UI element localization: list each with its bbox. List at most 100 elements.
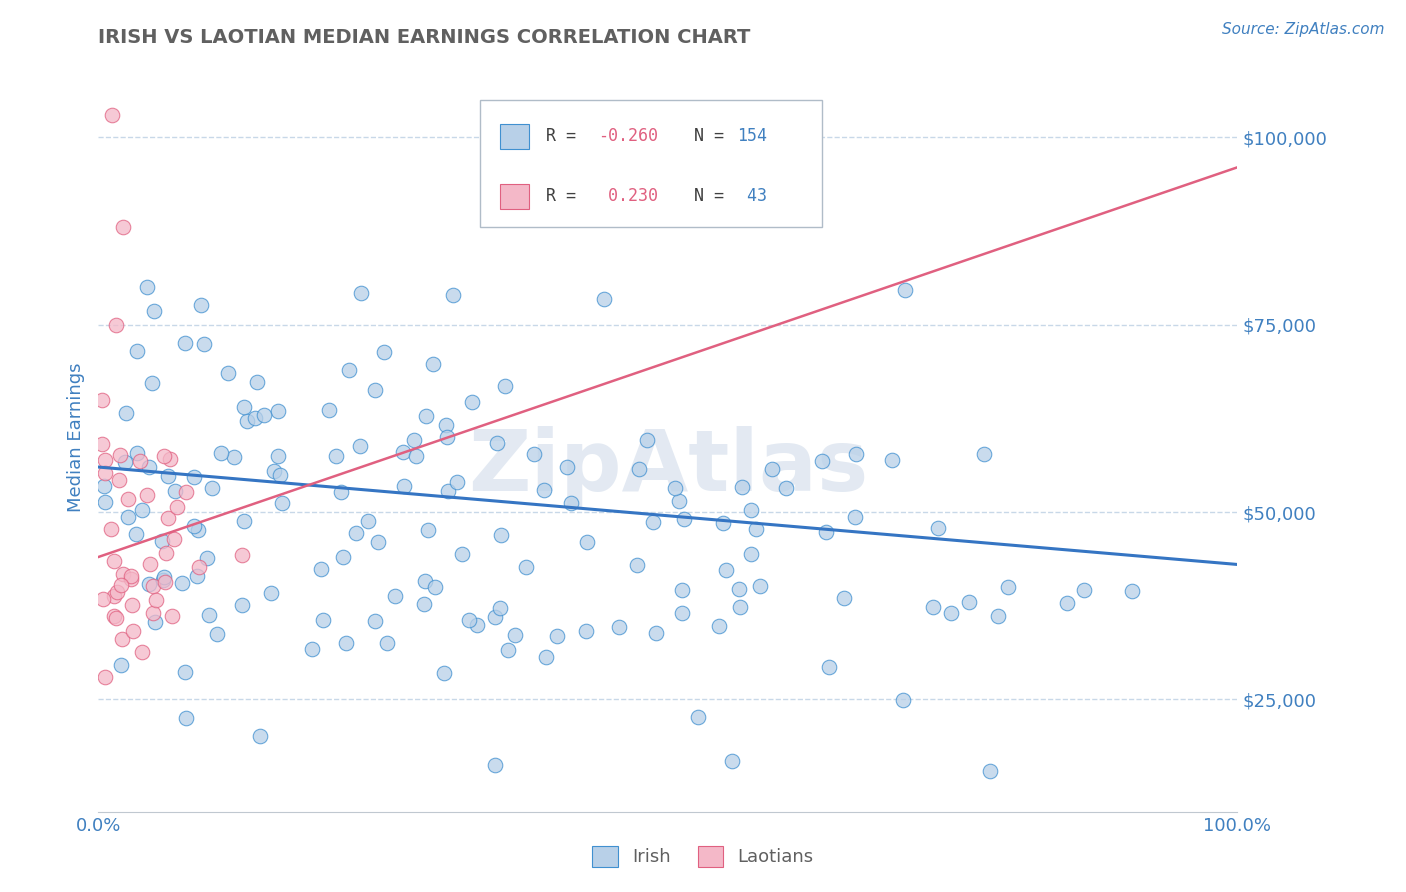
Text: 0.230: 0.230 [599,186,658,205]
Point [367,534,389,549]
Y-axis label: Median Earnings: Median Earnings [66,362,84,512]
Point [246,375,269,389]
Point [811,454,834,468]
Point [233,400,256,414]
Point [156,469,179,483]
Point [731,480,754,494]
Point [461,395,484,409]
Point [231,598,253,612]
Point [346,526,368,541]
Text: -0.260: -0.260 [599,127,658,145]
Point [997,581,1019,595]
Text: Source: ZipAtlas.com: Source: ZipAtlas.com [1222,22,1385,37]
Point [205,627,228,641]
Point [664,481,686,495]
Point [325,450,347,464]
Point [114,455,136,469]
Point [176,711,198,725]
Text: N =: N = [673,127,734,145]
Point [987,609,1010,624]
Point [714,563,737,577]
Text: 154: 154 [737,127,768,145]
Text: R =: R = [546,186,586,205]
Point [104,318,127,332]
Point [301,641,323,656]
Point [222,450,245,464]
Point [170,575,193,590]
Point [979,764,1001,779]
Point [94,453,117,467]
Text: 43: 43 [737,186,768,205]
Point [357,514,380,528]
Point [141,376,163,390]
Point [160,608,183,623]
Point [488,600,510,615]
Point [103,589,125,603]
Point [533,483,555,497]
Point [436,430,458,444]
Point [166,500,188,514]
Point [243,411,266,425]
Point [90,437,112,451]
Point [939,607,962,621]
Point [437,483,460,498]
Point [364,614,387,628]
Point [721,754,744,768]
Point [740,548,762,562]
Point [882,453,904,467]
Point [94,467,117,481]
Point [236,413,259,427]
Point [260,586,283,600]
Point [128,454,150,468]
Point [671,582,693,597]
Point [271,496,294,510]
Point [193,337,215,351]
Point [309,562,332,576]
Point [775,481,797,495]
Point [136,280,159,294]
Point [104,611,127,625]
Point [745,522,768,536]
Point [423,580,446,594]
Point [740,503,762,517]
Point [485,436,508,450]
Bar [501,185,529,209]
Point [186,524,208,538]
Point [668,494,690,508]
Point [135,488,157,502]
Point [156,511,179,525]
Point [373,344,395,359]
Point [125,526,148,541]
Point [761,461,783,475]
Point [120,568,142,582]
Point [187,559,209,574]
Point [163,483,186,498]
Point [183,470,205,484]
Point [153,449,176,463]
Point [1073,582,1095,597]
Legend: Irish, Laotians: Irish, Laotians [585,838,821,874]
Point [405,449,427,463]
Point [267,404,290,418]
Point [112,220,135,235]
Text: N =: N = [673,186,734,205]
Point [465,618,488,632]
Point [413,598,436,612]
Point [186,569,208,583]
Point [817,660,839,674]
Point [391,445,413,459]
Point [893,283,915,297]
Point [231,548,253,562]
Point [446,475,468,489]
Point [190,297,212,311]
Point [263,464,285,478]
Point [111,567,134,582]
Point [845,447,868,461]
Point [607,620,630,634]
Point [143,615,166,630]
Point [131,645,153,659]
Point [433,665,456,680]
Point [815,525,838,540]
Point [415,409,437,424]
Point [494,378,516,392]
